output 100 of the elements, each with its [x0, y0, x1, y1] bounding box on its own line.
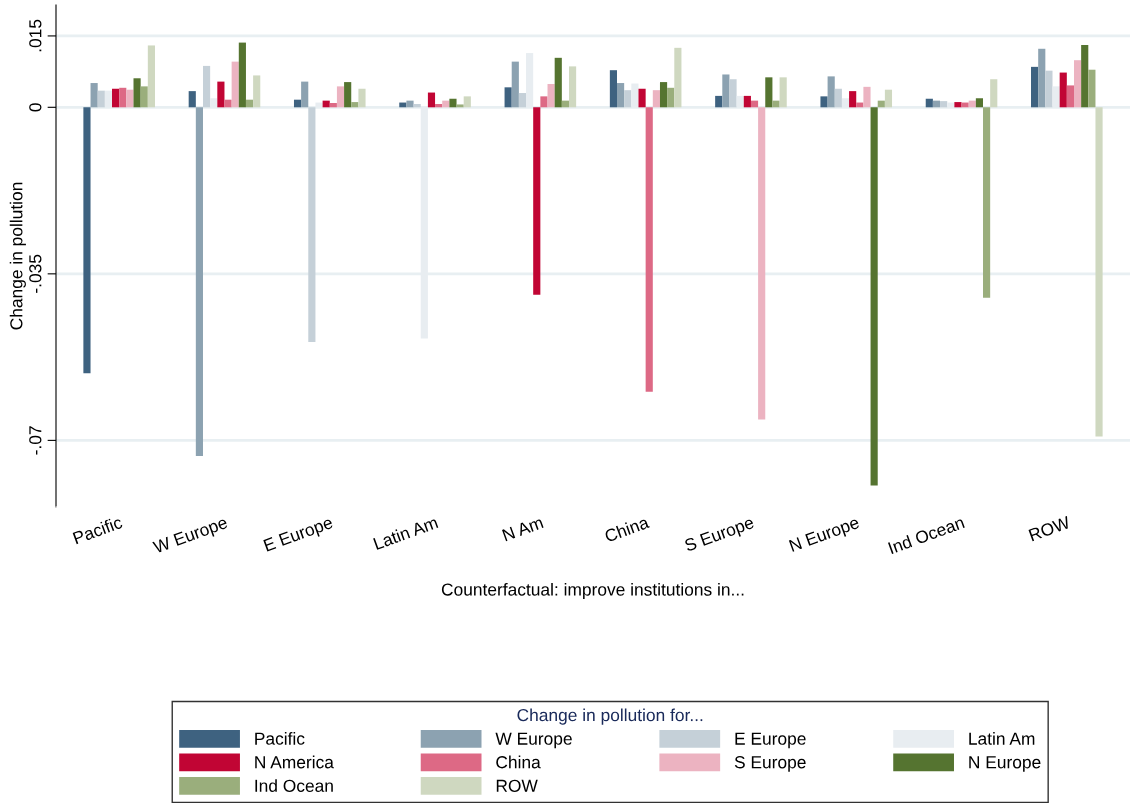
bar — [554, 57, 562, 108]
bar — [511, 61, 519, 108]
bar — [659, 82, 668, 108]
bar — [344, 82, 352, 108]
legend-label: Ind Ocean — [255, 779, 333, 792]
bar — [884, 89, 893, 108]
bar — [870, 107, 878, 486]
bar — [133, 78, 141, 108]
x-tick-label: S Europe — [683, 516, 756, 556]
x-tick-label: E Europe — [263, 516, 335, 555]
bar — [715, 95, 723, 108]
legend-label: E Europe — [735, 732, 806, 749]
legend-label: N America — [255, 755, 334, 769]
bar — [351, 102, 359, 108]
bar — [568, 66, 577, 108]
bar — [97, 90, 105, 108]
bar — [83, 107, 91, 374]
bar — [1088, 69, 1096, 108]
x-tick-label: W Europe — [152, 516, 230, 557]
bar — [820, 96, 828, 108]
legend-label: S Europe — [734, 756, 806, 772]
bar — [1095, 107, 1103, 437]
bar — [540, 96, 548, 108]
bar — [954, 102, 962, 108]
legend-label: Pacific — [255, 732, 305, 745]
bar — [301, 81, 309, 108]
bar — [547, 83, 555, 108]
bar — [925, 98, 933, 108]
bar — [667, 87, 675, 108]
y-tick-label: -.07 — [29, 426, 42, 455]
x-tick-label: N Europe — [788, 516, 862, 556]
x-tick-label: ROW — [1028, 515, 1072, 542]
legend-label: W Europe — [495, 732, 572, 749]
bar — [722, 74, 730, 108]
bar — [504, 87, 512, 108]
bar — [224, 99, 232, 108]
bar — [1045, 70, 1053, 108]
bar — [140, 86, 148, 108]
legend-label: Latin Am — [969, 732, 1035, 745]
bar — [975, 98, 984, 108]
bar — [126, 89, 134, 108]
bar — [617, 83, 625, 108]
bar — [940, 101, 948, 108]
bar — [863, 86, 871, 108]
bar — [1031, 66, 1039, 108]
bar — [827, 76, 835, 108]
bar — [638, 88, 646, 108]
bar — [238, 42, 246, 108]
bar — [188, 91, 196, 108]
bar — [518, 93, 527, 108]
x-tick-label: China — [603, 515, 651, 543]
bar — [834, 88, 842, 108]
bar — [329, 103, 337, 108]
bar — [336, 86, 345, 108]
legend-label: ROW — [496, 779, 538, 792]
y-tick-label: 0 — [29, 103, 42, 112]
bar — [119, 87, 127, 108]
bar — [1081, 44, 1089, 108]
legend-label: China — [496, 755, 541, 769]
legend-label: N Europe — [969, 756, 1041, 772]
bar — [652, 90, 660, 108]
bar — [463, 96, 471, 108]
bar — [406, 100, 414, 108]
bar — [1038, 48, 1046, 108]
x-tick-label: Ind Ocean — [887, 515, 965, 555]
bar — [202, 65, 211, 108]
bar — [849, 91, 857, 108]
bar — [308, 107, 316, 342]
bar — [674, 47, 682, 108]
bar — [729, 79, 737, 108]
bar — [195, 107, 203, 457]
bar — [765, 77, 773, 108]
bar — [1073, 60, 1082, 108]
bar — [253, 75, 261, 108]
bar — [624, 90, 632, 108]
bar — [983, 107, 991, 298]
bar — [779, 77, 787, 108]
bar — [1059, 72, 1067, 108]
bar — [1066, 85, 1074, 108]
bar — [231, 61, 239, 108]
bar — [147, 45, 155, 108]
bar — [758, 107, 766, 420]
bar — [533, 107, 541, 295]
bar — [217, 81, 225, 108]
bar — [772, 100, 780, 108]
legend-title: Change in pollution for... — [517, 708, 703, 725]
x-tick-label: Pacific — [72, 515, 124, 545]
bar — [358, 88, 366, 108]
bar — [456, 104, 464, 108]
bar — [112, 88, 120, 108]
y-tick-label: .015 — [29, 19, 42, 52]
bar — [449, 98, 457, 108]
y-tick-label: -.035 — [29, 254, 42, 293]
bar — [427, 92, 436, 108]
bar — [90, 83, 98, 108]
x-tick-label: Latin Am — [372, 515, 439, 550]
bar — [645, 107, 653, 392]
x-axis-title: Counterfactual: improve institutions in... — [441, 582, 744, 600]
bar — [990, 79, 998, 108]
bar — [743, 95, 751, 108]
